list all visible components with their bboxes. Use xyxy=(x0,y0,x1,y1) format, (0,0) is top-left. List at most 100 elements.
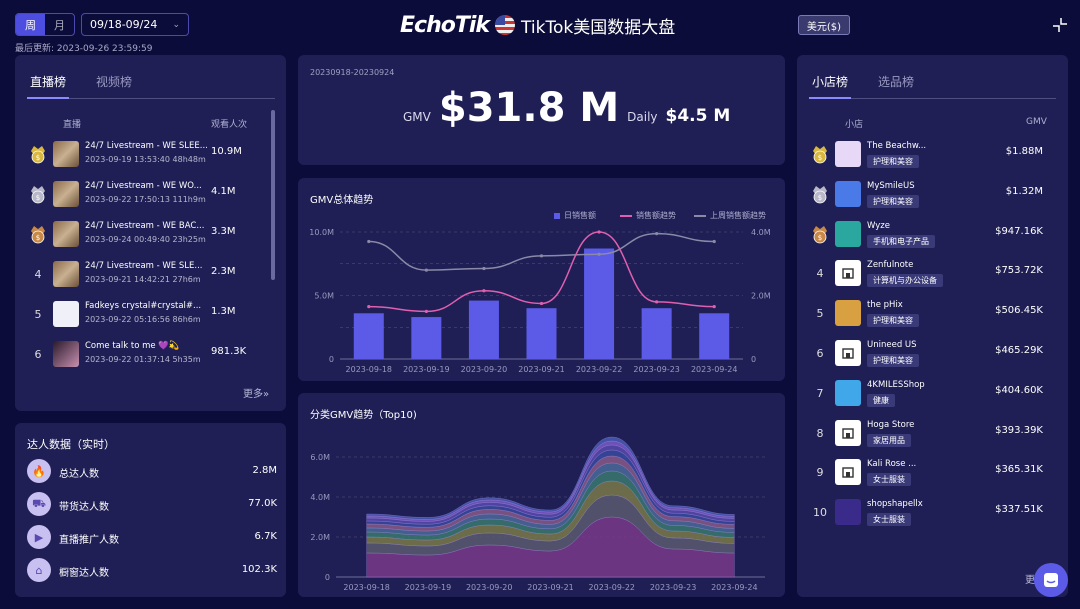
y2-tick-label: 2.0M xyxy=(751,292,771,301)
category-trend-panel: 分类GMV趋势（Top10) 0 2.0M 4.0M 6.0M 2023-09-18 20… xyxy=(298,393,785,597)
stat-label: 橱窗达人数 xyxy=(59,568,109,579)
influencer-stat: 🔥 总达人数 2.8M xyxy=(27,459,277,485)
y-tick-label: 0 xyxy=(329,355,334,364)
shop-row[interactable]: 8 Hoga Store 家居用品 $393.39K xyxy=(797,417,1057,453)
shop-name[interactable]: The Beachw... xyxy=(867,141,927,151)
tab-product[interactable]: 选品榜 xyxy=(878,75,915,89)
legend-last-week[interactable]: 上周销售额趋势 xyxy=(694,210,766,221)
stream-title[interactable]: Fadkeys crystal#crystal#... xyxy=(85,301,202,311)
silver-medal-icon: $ xyxy=(28,183,48,205)
live-row[interactable]: 6 Come talk to me 💜💫 2023-09-22 01:37:14 5… xyxy=(15,338,285,374)
shop-gmv: $753.72K xyxy=(995,265,1043,277)
shop-row[interactable]: 10 shopshapellx 女士服装 $337.51K xyxy=(797,496,1057,532)
shop-name[interactable]: Wyze xyxy=(867,220,890,231)
live-more-link[interactable]: 更多» xyxy=(243,389,270,400)
stream-title[interactable]: 24/7 Livestream - WE BAC... xyxy=(85,221,205,231)
shop-logo[interactable] xyxy=(835,340,861,366)
live-tabs: 直播榜 视频榜 xyxy=(27,73,275,99)
stream-thumbnail[interactable] xyxy=(53,181,79,207)
svg-text:$: $ xyxy=(818,154,822,162)
silver-medal-icon: $ xyxy=(810,183,830,205)
shop-row[interactable]: $ The Beachw... 护理和美容 $1.88M xyxy=(797,138,1057,174)
category-tag: 家居用品 xyxy=(867,433,911,447)
shop-gmv: $393.39K xyxy=(995,424,1043,436)
influencer-title: 达人数据（实时） xyxy=(27,438,115,451)
period-week-button[interactable]: 周 xyxy=(16,14,45,35)
shop-logo[interactable] xyxy=(835,260,861,287)
live-row[interactable]: $24/7 Livestream - WE BAC... 2023-09-24 0… xyxy=(15,218,285,254)
shop-name[interactable]: Hoga Store xyxy=(867,419,915,430)
stream-title[interactable]: Come talk to me 💜💫 xyxy=(85,341,180,351)
legend-daily[interactable]: 日销售额 xyxy=(554,210,596,221)
bar xyxy=(641,308,672,359)
shop-row[interactable]: 5 the pHix 护理和美容 $506.45K xyxy=(797,297,1057,333)
dashboard-title: TikTok美国数据大盘 xyxy=(521,17,676,38)
shop-name[interactable]: shopshapellx xyxy=(867,499,923,510)
stream-title[interactable]: 24/7 Livestream - WE SLE... xyxy=(85,261,203,271)
live-row[interactable]: 5 Fadkeys crystal#crystal#... 2023-09-22 0… xyxy=(15,298,285,334)
live-row[interactable]: $24/7 Livestream - WE WO... 2023-09-22 17… xyxy=(15,178,285,214)
shop-row[interactable]: $ Wyze 手机和电子产品 $947.16K xyxy=(797,218,1057,254)
shop-name[interactable]: 4KMILESShop xyxy=(867,379,925,390)
data-point xyxy=(482,266,486,271)
shop-row[interactable]: $ MySmileUS 护理和美容 $1.32M xyxy=(797,178,1057,214)
influencer-stat: ⛟ 带货达人数 77.0K xyxy=(27,492,277,518)
shop-gmv: $404.60K xyxy=(995,384,1043,396)
view-count: 1.3M xyxy=(211,306,236,317)
shop-logo[interactable] xyxy=(835,499,861,526)
stream-thumbnail[interactable] xyxy=(53,141,79,167)
shop-logo[interactable] xyxy=(835,300,861,327)
svg-text:$: $ xyxy=(818,194,822,202)
shop-name[interactable]: the pHix xyxy=(867,300,903,311)
live-row[interactable]: $24/7 Livestream - WE SLEE... 2023-09-19 … xyxy=(15,138,285,174)
trend-line xyxy=(368,231,715,313)
data-point xyxy=(712,305,716,309)
shop-row[interactable]: 6 Unineed US 护理和美容 $465.29K xyxy=(797,337,1057,373)
stream-thumbnail[interactable] xyxy=(53,221,79,247)
stream-title[interactable]: 24/7 Livestream - WE WO... xyxy=(85,181,202,191)
daily-label: Daily xyxy=(627,110,658,124)
category-area xyxy=(366,436,735,520)
period-month-button[interactable]: 月 xyxy=(54,18,65,32)
y2-tick-label: 0 xyxy=(751,355,756,364)
shop-name[interactable]: MySmileUS xyxy=(867,180,915,191)
shop-logo[interactable] xyxy=(835,141,861,167)
shop-logo[interactable] xyxy=(835,220,861,247)
live-row[interactable]: 4 24/7 Livestream - WE SLE... 2023-09-21 1… xyxy=(15,258,285,294)
scrollbar[interactable] xyxy=(271,110,275,280)
stream-thumbnail[interactable] xyxy=(53,341,79,367)
shop-name[interactable]: Zenfulnote xyxy=(867,260,914,271)
svg-text:$: $ xyxy=(36,234,40,242)
shop-row[interactable]: 4 Zenfulnote 计算机与办公设备 $753.72K xyxy=(797,257,1057,293)
shop-row[interactable]: 9 Kali Rose ... 女士服装 $365.31K xyxy=(797,456,1057,492)
summary-period: 20230918-20230924 xyxy=(310,68,395,77)
flame-icon: 🔥 xyxy=(27,459,51,483)
shop-logo[interactable] xyxy=(835,379,861,406)
date-range-select[interactable]: 09/18-09/24 ⌄ xyxy=(81,13,189,36)
shop-logo[interactable] xyxy=(835,459,861,486)
column-header-gmv: GMV xyxy=(1026,117,1047,127)
shop-logo[interactable] xyxy=(835,180,861,207)
view-count: 3.3M xyxy=(211,226,236,237)
shop-row[interactable]: 7 4KMILESShop 健康 $404.60K xyxy=(797,377,1057,413)
period-toggle[interactable]: 周 月 xyxy=(15,13,75,36)
chat-support-button[interactable] xyxy=(1034,563,1068,597)
tab-video[interactable]: 视频榜 xyxy=(96,75,133,89)
stream-thumbnail[interactable] xyxy=(53,301,79,327)
stream-thumbnail[interactable] xyxy=(53,261,79,287)
us-flag-icon xyxy=(495,15,516,35)
shop-logo[interactable] xyxy=(835,419,861,446)
fullscreen-icon[interactable] xyxy=(1052,17,1068,33)
tab-shop[interactable]: 小店榜 xyxy=(809,73,852,99)
x-tick-label: 2023-09-20 xyxy=(461,365,508,374)
last-week-line xyxy=(368,232,715,271)
tab-live[interactable]: 直播榜 xyxy=(27,73,70,99)
stream-title[interactable]: 24/7 Livestream - WE SLEE... xyxy=(85,141,208,151)
shop-name[interactable]: Kali Rose ... xyxy=(867,459,917,470)
category-tag: 女士服装 xyxy=(867,513,911,527)
shop-more-link[interactable]: 更 xyxy=(1025,575,1035,586)
currency-button[interactable]: 美元($) xyxy=(798,15,850,35)
x-tick-label: 2023-09-18 xyxy=(346,365,393,374)
legend-trend[interactable]: 销售额趋势 xyxy=(620,210,676,221)
shop-name[interactable]: Unineed US xyxy=(867,340,917,350)
